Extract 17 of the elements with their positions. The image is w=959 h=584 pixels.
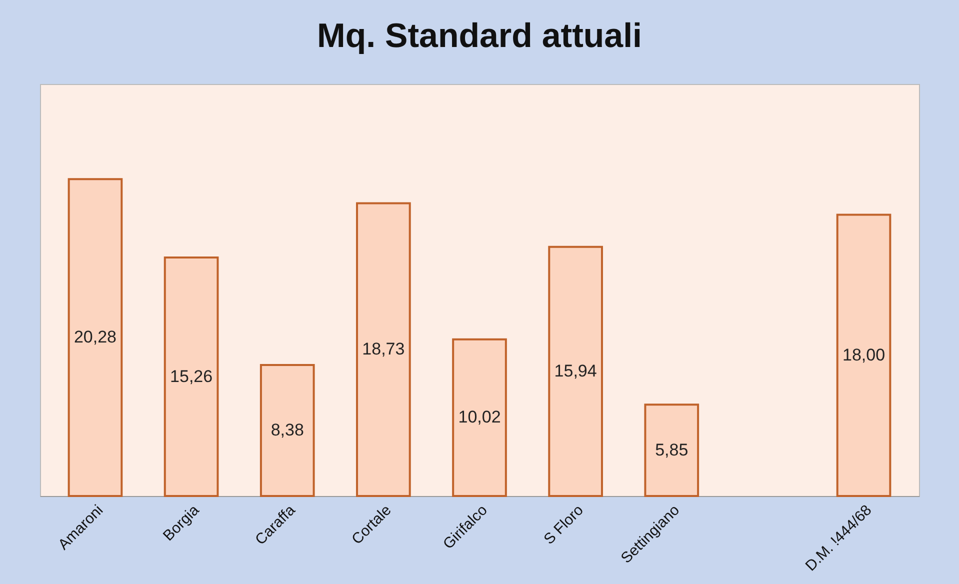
data-label: 15,26 bbox=[170, 366, 213, 386]
bar bbox=[452, 338, 507, 497]
bar bbox=[356, 202, 411, 497]
data-label: 10,02 bbox=[458, 408, 501, 427]
data-label: 15,94 bbox=[554, 361, 597, 380]
bar bbox=[260, 364, 315, 497]
bar bbox=[68, 178, 123, 497]
data-label: 8,38 bbox=[270, 420, 304, 440]
data-label: 20,28 bbox=[74, 328, 117, 347]
bar bbox=[164, 256, 219, 497]
data-label: 18,00 bbox=[842, 345, 886, 364]
data-label: 18,73 bbox=[362, 340, 405, 359]
bar bbox=[836, 214, 892, 497]
data-label: 5,85 bbox=[655, 440, 688, 460]
bar bbox=[644, 404, 700, 497]
chart-title: Mq. Standard attuali bbox=[317, 17, 642, 55]
bar bbox=[548, 246, 603, 497]
